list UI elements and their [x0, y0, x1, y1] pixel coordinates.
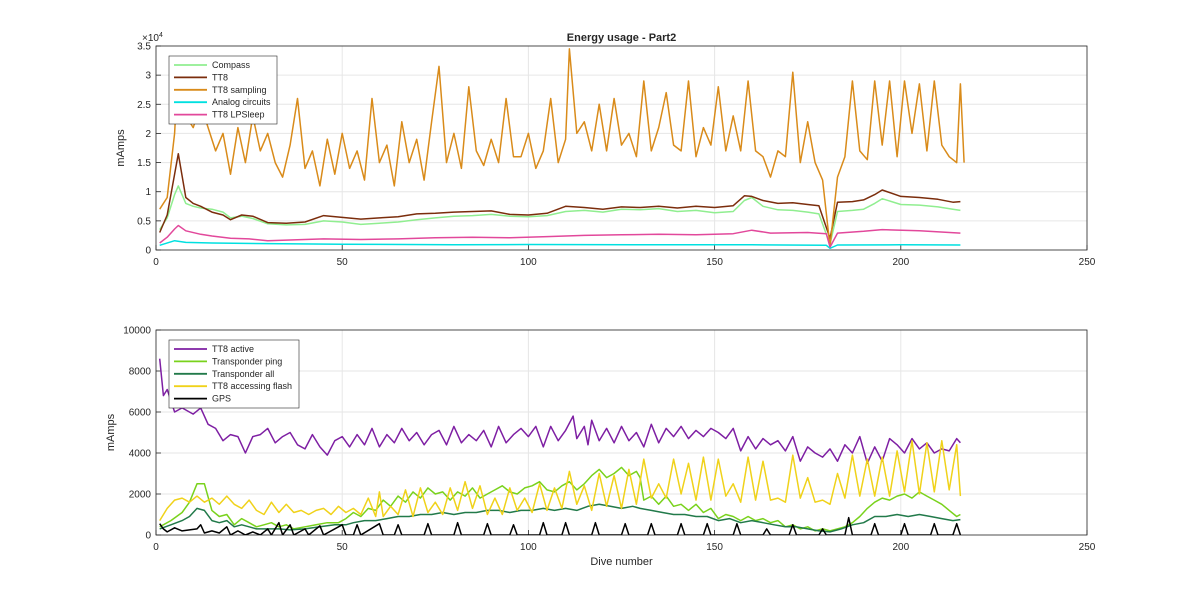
- y-tick-label: 0.5: [137, 216, 151, 227]
- x-tick-label: 250: [1079, 542, 1096, 553]
- y-tick-label: 4000: [129, 449, 152, 460]
- series-line-tt8-sampling: [159, 48, 965, 248]
- energy-usage-top-panel: 0 50 100 150 200 250 0 0.5 1 1.5 2 2.5 3 3.5×104 Energ…: [115, 32, 1096, 268]
- y-tick-label: 10000: [123, 326, 151, 337]
- x-tick-label: 150: [706, 542, 723, 553]
- y-tick-label: 3.5: [137, 42, 151, 53]
- y-tick-label: 2.5: [137, 100, 151, 111]
- y-tick-label: 8000: [129, 367, 152, 378]
- x-tick-label: 250: [1079, 257, 1096, 268]
- x-tick-label: 50: [337, 257, 349, 268]
- series-line-tt8-active: [158, 358, 961, 465]
- x-tick-label: 200: [892, 542, 909, 553]
- y-tick-label: 6000: [129, 408, 152, 419]
- legend: TT8 active Transponder ping Transponder al…: [168, 339, 300, 409]
- plot-area: [156, 46, 1087, 250]
- series-line-tt8-accessing-flash: [159, 439, 962, 521]
- series-group: [159, 48, 965, 250]
- x-tick-label: 0: [153, 257, 159, 268]
- legend-entry-transponder-ping: Transponder ping: [212, 356, 282, 366]
- series-line-tt8: [159, 153, 961, 240]
- x-tick-label: 50: [337, 542, 349, 553]
- series-line-analog-circuits: [159, 239, 961, 250]
- y-axis-label: mAmps: [105, 413, 117, 451]
- legend-entry-tt8-accessing-flash: TT8 accessing flash: [212, 381, 292, 391]
- chart-title: Energy usage - Part2: [567, 32, 676, 44]
- y-axis-label: mAmps: [115, 129, 127, 167]
- energy-usage-bottom-panel: 0 50 100 150 200 250 0 2000 4000 6000 8000 10000 mAm…: [105, 326, 1096, 569]
- y-tick-label: 0: [145, 246, 151, 257]
- legend-entry-tt8-active: TT8 active: [212, 344, 254, 354]
- legend-entry-gps: GPS: [212, 394, 231, 404]
- y-tick-label: 3: [145, 71, 151, 82]
- series-line-gps: [159, 516, 962, 535]
- legend-entry-compass: Compass: [212, 60, 251, 70]
- x-tick-label: 150: [706, 257, 723, 268]
- y-exponent-label: ×104: [142, 32, 163, 44]
- series-line-compass: [159, 185, 961, 245]
- axes-box: [155, 45, 1088, 251]
- y-tick-label: 1: [145, 187, 151, 198]
- y-tick-label: 2: [145, 129, 151, 140]
- series-line-tt8-lpsleep: [159, 224, 961, 248]
- legend-entry-transponder-all: Transponder all: [212, 369, 274, 379]
- y-tick-label: 1.5: [137, 158, 151, 169]
- legend-entry-tt8: TT8: [212, 72, 228, 82]
- legend-entry-analog-circuits: Analog circuits: [212, 97, 271, 107]
- y-tick-label: 2000: [129, 490, 152, 501]
- legend-entry-tt8-lpsleep: TT8 LPSleep: [212, 110, 265, 120]
- x-tick-label: 100: [520, 257, 537, 268]
- legend-entry-tt8-sampling: TT8 sampling: [212, 85, 267, 95]
- x-axis-label: Dive number: [590, 556, 653, 568]
- plot-area: [156, 330, 1087, 535]
- series-line-transponder-ping: [159, 466, 961, 532]
- y-tick-label: 0: [145, 531, 151, 542]
- x-tick-label: 0: [153, 542, 159, 553]
- legend-box: [168, 55, 278, 125]
- x-tick-label: 100: [520, 542, 537, 553]
- legend: Compass TT8 TT8 sampling Analog circuits TT8…: [168, 55, 278, 125]
- x-tick-label: 200: [892, 257, 909, 268]
- series-group: [158, 358, 962, 535]
